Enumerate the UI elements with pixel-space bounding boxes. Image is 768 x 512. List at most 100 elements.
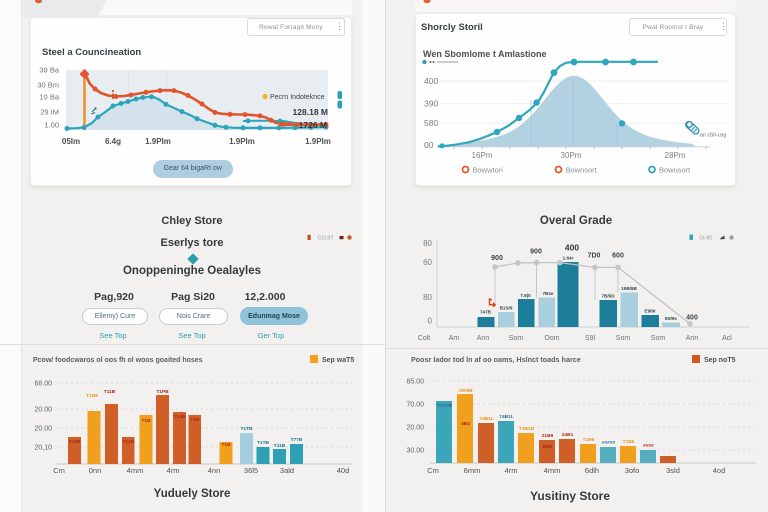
svg-text:60: 60	[423, 258, 432, 267]
svg-text:20.00: 20.00	[406, 425, 424, 432]
svg-text:7B4s: 7B4s	[543, 291, 554, 296]
svg-text:####: ####	[643, 443, 654, 449]
svg-text:00: 00	[424, 140, 434, 150]
svg-text:3ofo: 3ofo	[625, 466, 640, 475]
svg-text:T1B: T1B	[141, 418, 151, 424]
svg-text:T77B: T77B	[291, 437, 303, 443]
svg-text:28Pm: 28Pm	[665, 151, 686, 160]
svg-text:3sld: 3sld	[666, 466, 680, 475]
svg-text:Som: Som	[651, 335, 666, 342]
svg-text:4rm: 4rm	[167, 466, 180, 475]
svg-text:6.4g: 6.4g	[105, 137, 121, 146]
svg-text:T14B: T14B	[174, 414, 186, 420]
svg-text:Ol-90: Ol-90	[699, 236, 712, 242]
svg-text:T11B: T11B	[274, 443, 286, 449]
svg-text:T1B: T1B	[221, 442, 231, 448]
svg-text:4mm: 4mm	[127, 466, 144, 475]
svg-text:3B4: 3B4	[461, 421, 470, 427]
svg-text:Pcow/ foodcwaros ol oos fh ol: Pcow/ foodcwaros ol oos fh ol woos goait…	[33, 357, 203, 364]
svg-text:S14B: S14B	[69, 439, 82, 445]
svg-text:29 IM: 29 IM	[40, 108, 59, 117]
svg-text:B1S/9: B1S/9	[500, 306, 513, 311]
svg-text:68.00: 68.00	[34, 381, 52, 388]
svg-text:Sep waT5: Sep waT5	[322, 357, 354, 364]
svg-text:4od: 4od	[713, 466, 726, 475]
svg-text:S9l: S9l	[585, 335, 596, 342]
svg-text:7B/9D: 7B/9D	[601, 294, 615, 299]
svg-text:4mm: 4mm	[544, 466, 561, 475]
svg-text:T1TB: T1TB	[241, 426, 254, 432]
svg-text:1.9Plm: 1.9Plm	[145, 137, 171, 146]
svg-text:30.00: 30.00	[406, 448, 424, 455]
svg-text:40d: 40d	[337, 466, 350, 475]
svg-text:an sSh-usg: an sSh-usg	[700, 133, 726, 139]
svg-text:Cm: Cm	[427, 466, 439, 475]
svg-text:74B1L: 74B1L	[479, 416, 493, 422]
svg-text:B9B: B9B	[543, 444, 553, 450]
svg-text:1.9Plm: 1.9Plm	[229, 137, 255, 146]
svg-text:19B/9B: 19B/9B	[621, 286, 637, 291]
svg-text:900: 900	[491, 255, 503, 262]
svg-text:580: 580	[424, 118, 438, 128]
svg-text:1.9Plm: 1.9Plm	[305, 137, 331, 146]
svg-text:7.6(0: 7.6(0	[520, 293, 531, 298]
svg-text:85.00: 85.00	[406, 379, 424, 386]
svg-text:Bowusort: Bowusort	[659, 165, 691, 174]
svg-text:10 Ba: 10 Ba	[39, 93, 59, 102]
svg-text:1.64r: 1.64r	[563, 256, 574, 261]
svg-text:24B1: 24B1	[562, 432, 574, 438]
svg-text:E9/9s: E9/9s	[665, 316, 677, 321]
svg-text:21B6: 21B6	[542, 433, 554, 439]
svg-text:6dlh: 6dlh	[585, 466, 599, 475]
svg-text:E9/9t: E9/9t	[645, 309, 656, 314]
svg-text:1726 M: 1726 M	[299, 120, 327, 130]
svg-text:4nn: 4nn	[208, 466, 221, 475]
svg-text:6mm: 6mm	[464, 466, 481, 475]
svg-text:Pecrn Indoteknce: Pecrn Indoteknce	[270, 94, 325, 101]
svg-text:39 Ba: 39 Ba	[39, 66, 59, 75]
svg-text:05lm: 05lm	[62, 137, 80, 146]
svg-text:390: 390	[424, 98, 438, 108]
svg-text:400: 400	[686, 315, 698, 322]
svg-text:T1B: T1B	[190, 417, 200, 423]
svg-text:0nn: 0nn	[89, 466, 102, 475]
svg-text:3ald: 3ald	[280, 466, 294, 475]
svg-text:747B: 747B	[480, 310, 492, 315]
svg-text:70.00: 70.00	[406, 402, 424, 409]
svg-text:128.18 M: 128.18 M	[293, 107, 328, 117]
svg-text:T1TB: T1TB	[257, 440, 270, 446]
svg-text:Colt: Colt	[418, 335, 431, 342]
svg-text:Bownsort: Bownsort	[566, 165, 598, 174]
svg-text:Ann: Ann	[477, 335, 490, 342]
svg-text:Sep noT5: Sep noT5	[704, 357, 736, 364]
svg-text:T11B: T11B	[104, 389, 116, 395]
svg-text:4rm: 4rm	[505, 466, 518, 475]
svg-text:#####: #####	[602, 440, 616, 446]
svg-text:#8#8B: #8#8B	[458, 388, 473, 394]
svg-text:74B1L: 74B1L	[499, 414, 513, 420]
svg-text:T1T1B: T1T1B	[437, 403, 452, 409]
svg-text:Bowwtori: Bowwtori	[473, 165, 504, 174]
svg-text:T1B8: T1B8	[86, 393, 98, 399]
svg-text:Som: Som	[509, 335, 524, 342]
svg-text:20.00: 20.00	[34, 407, 52, 414]
svg-text:T1B6: T1B6	[623, 439, 635, 445]
svg-text:Acl: Acl	[722, 335, 732, 342]
svg-text:Som: Som	[616, 335, 631, 342]
svg-text:1.00: 1.00	[44, 121, 59, 130]
svg-text:Am: Am	[449, 335, 460, 342]
svg-text:T14B: T14B	[122, 439, 134, 445]
svg-text:20.00: 20.00	[34, 426, 52, 433]
svg-text:Oom: Oom	[544, 335, 559, 342]
svg-text:T1B1B: T1B1B	[519, 426, 535, 432]
svg-text:30Pm: 30Pm	[561, 151, 582, 160]
svg-text:400: 400	[424, 76, 438, 86]
svg-text:0: 0	[428, 317, 433, 326]
svg-text:Ann: Ann	[686, 335, 699, 342]
svg-text:80: 80	[423, 239, 432, 248]
svg-text:400: 400	[565, 243, 579, 253]
svg-text:T1PB: T1PB	[156, 389, 169, 395]
svg-text:7D0: 7D0	[588, 253, 601, 260]
svg-text:Poosr lador tod ln af oo oams,: Poosr lador tod ln af oo oams, Hslnct to…	[411, 355, 581, 364]
svg-text:16Pm: 16Pm	[472, 151, 493, 160]
